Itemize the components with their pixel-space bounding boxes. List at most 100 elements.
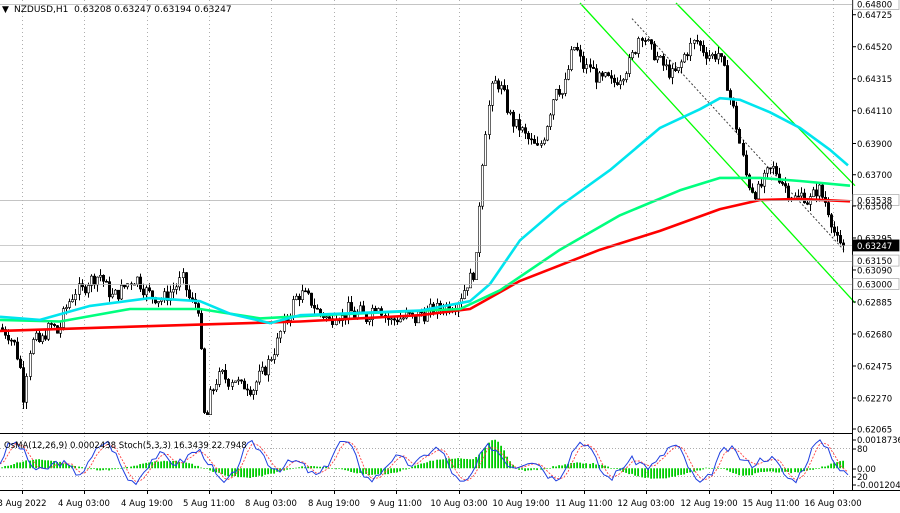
candle-body-up	[172, 289, 176, 293]
osma-bar	[384, 468, 386, 475]
candle-body-down	[786, 185, 790, 199]
main-plot-area[interactable]	[0, 0, 852, 433]
osma-bar	[800, 468, 802, 473]
osma-bar	[683, 468, 685, 475]
osma-bar	[19, 462, 21, 469]
candle-body-up	[664, 64, 668, 67]
candle-body-down	[10, 339, 14, 342]
osma-bar	[622, 468, 624, 472]
osma-bar	[714, 467, 716, 469]
osma-bar	[32, 459, 34, 469]
osma-bar	[356, 468, 358, 474]
osma-bar	[258, 468, 260, 476]
candle-body-up	[679, 61, 683, 68]
candle-body-down	[93, 275, 97, 286]
candle-body-up	[255, 381, 259, 391]
trend-channel-line[interactable]	[579, 2, 856, 304]
candle-body-down	[102, 275, 106, 282]
candle-body-down	[719, 53, 723, 57]
candle-body-down	[673, 68, 677, 71]
osma-bar	[99, 468, 101, 471]
candle-body-down	[575, 46, 579, 51]
osma-bar	[292, 468, 294, 469]
candle-body-up	[468, 272, 472, 289]
candle-body-down	[148, 287, 152, 292]
header-arrow-icon[interactable]: ▼	[2, 5, 9, 15]
osma-bar	[475, 456, 477, 469]
candle-body-up	[358, 305, 362, 313]
time-label: 8 Aug 03:00	[245, 499, 297, 509]
candle-body-up	[257, 370, 261, 383]
osma-bar	[745, 468, 747, 476]
time-label: 15 Aug 11:00	[742, 499, 799, 509]
osma-bar	[402, 468, 404, 470]
candle-body-up	[182, 272, 186, 278]
osma-bar	[732, 468, 734, 474]
candle-body-down	[18, 358, 22, 368]
osma-bar	[289, 468, 291, 470]
candle-body-up	[401, 317, 405, 320]
osma-bar	[748, 468, 750, 476]
candle-body-up	[707, 55, 711, 59]
osma-bar	[463, 458, 465, 469]
candle-body-down	[594, 68, 598, 83]
candle-body-up	[554, 89, 558, 101]
osma-bar	[576, 462, 578, 469]
price-label: 0.63090	[857, 266, 892, 276]
candle-body-up	[275, 337, 279, 356]
price-level-label: 0.64800	[857, 0, 892, 10]
osma-bar	[763, 468, 765, 472]
osma-bar	[448, 458, 450, 469]
osma-bar	[243, 468, 245, 478]
osma-bar	[512, 464, 514, 469]
candle-body-down	[774, 166, 778, 175]
osma-bar	[93, 468, 95, 469]
osma-bar	[595, 464, 597, 469]
candle-body-up	[799, 192, 803, 197]
osma-bar	[481, 451, 483, 469]
osma-bar	[22, 461, 24, 469]
osma-bar	[561, 465, 563, 469]
candle-body-down	[532, 139, 536, 144]
osma-bar	[637, 468, 639, 477]
osma-bar	[650, 468, 652, 479]
candle-body-up	[658, 55, 662, 58]
osma-bar	[821, 466, 823, 469]
candle-body-down	[243, 380, 247, 390]
osma-bar	[631, 468, 633, 474]
osma-bar	[778, 468, 780, 473]
candle-body-down	[796, 195, 800, 198]
osma-bar	[634, 468, 636, 476]
osma-bar	[790, 468, 792, 474]
osma-bar	[757, 468, 759, 473]
candle-body-up	[688, 42, 692, 57]
osma-bar	[81, 467, 83, 469]
osma-bar	[665, 468, 667, 479]
osma-bar	[613, 468, 615, 469]
candle-body-down	[200, 313, 204, 350]
osma-bar	[114, 468, 116, 470]
candle-body-up	[145, 287, 149, 296]
candle-body-down	[529, 138, 533, 141]
osma-bar	[350, 468, 352, 472]
candle-body-up	[566, 69, 570, 80]
osma-bar	[696, 468, 698, 471]
candle-body-down	[37, 332, 41, 342]
osma-bar	[521, 468, 523, 470]
osma-bar	[38, 459, 40, 469]
trend-channel-line[interactable]	[675, 2, 856, 187]
stoch-main-line	[0, 439, 849, 486]
candle-body-up	[416, 311, 420, 324]
candle-body-down	[741, 142, 745, 156]
osma-bar	[466, 458, 468, 469]
candle-body-down	[725, 65, 729, 91]
candle-body-down	[249, 389, 253, 395]
osma-bar	[371, 468, 373, 475]
osma-bar	[264, 468, 266, 475]
candle-body-up	[771, 166, 775, 169]
osma-bar	[668, 468, 670, 478]
candle-body-up	[114, 289, 118, 295]
candle-body-down	[704, 52, 708, 59]
candle-body-up	[624, 73, 628, 80]
